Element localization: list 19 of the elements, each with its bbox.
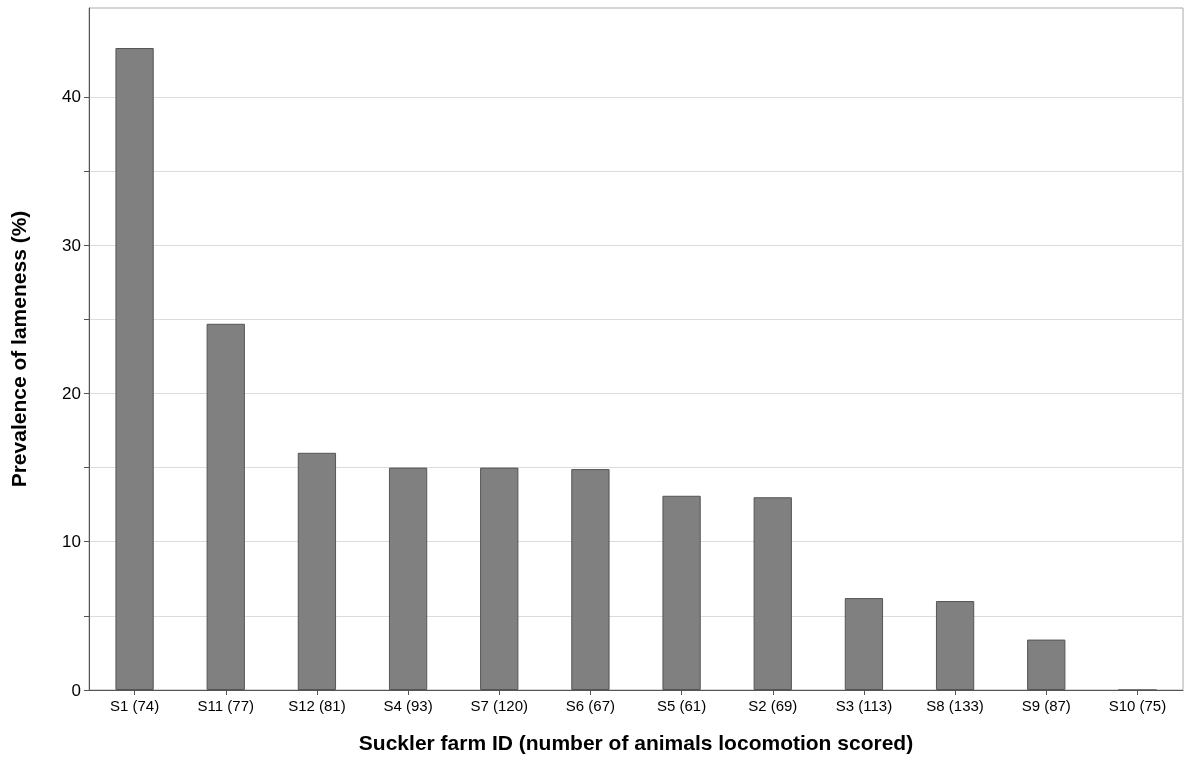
y-axis-title: Prevalence of lameness (%) <box>7 210 30 488</box>
x-tick-label: S9 (87) <box>1021 697 1071 714</box>
y-tick-label: 20 <box>62 383 81 403</box>
x-tick-label: S1 (74) <box>109 697 160 714</box>
x-axis-title: Suckler farm ID (number of animals locomotion scored) <box>358 731 914 754</box>
x-tick-label: S2 (69) <box>748 697 798 714</box>
x-tick-label: S7 (120) <box>470 697 529 714</box>
x-tick-label: S11 (77) <box>197 697 254 714</box>
x-tick-label: S4 (93) <box>383 697 433 714</box>
x-tick-label: S12 (81) <box>288 697 346 714</box>
y-tick-label: 30 <box>62 235 81 255</box>
x-tick-label: S10 (75) <box>1108 697 1167 714</box>
x-tick-label: S6 (67) <box>565 697 616 714</box>
x-tick-label: S5 (61) <box>656 697 707 714</box>
y-tick-label: 40 <box>62 87 81 107</box>
y-tick-label: 10 <box>62 532 81 552</box>
x-tick-label: S3 (113) <box>835 697 893 714</box>
y-tick-label: 0 <box>71 680 81 700</box>
x-tick-label: S8 (133) <box>926 697 984 714</box>
